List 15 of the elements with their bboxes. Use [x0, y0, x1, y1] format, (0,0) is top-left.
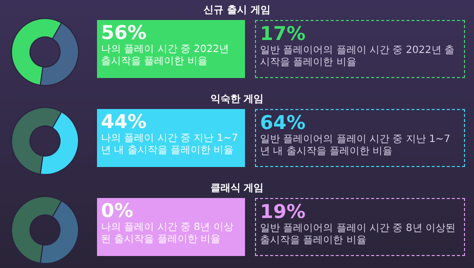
text: 나의 플레이 시간 중 지난 1~7년 내 출시작을 플레이한 비율 [101, 133, 239, 157]
text: 44% [101, 111, 148, 133]
text: 64% [260, 112, 306, 134]
text: 나의 플레이 시간 중 2022년 출시작을 플레이한 비율 [101, 44, 230, 68]
text: 19% [260, 201, 306, 223]
text: 일반 플레이어의 플레이 시간 중 2022년 출시작을 플레이한 비율 [260, 45, 456, 69]
text: 익숙한 게임 [209, 93, 265, 106]
text: 신규 출시 게임 [202, 4, 272, 17]
text: 일반 플레이어의 플레이 시간 중 8년 이상된 출시작을 플레이한 비율 [260, 223, 456, 247]
text: 나의 플레이 시간 중 8년 이상된 출시작을 플레이한 비율 [101, 222, 234, 246]
text: 56% [101, 22, 148, 44]
text: 0% [101, 200, 134, 222]
text: 일반 플레이어의 플레이 시간 중 지난 1~7년 내 출시작을 플레이한 비율 [260, 134, 452, 158]
text: 클래식 게임 [209, 182, 265, 195]
text: 17% [260, 23, 306, 45]
